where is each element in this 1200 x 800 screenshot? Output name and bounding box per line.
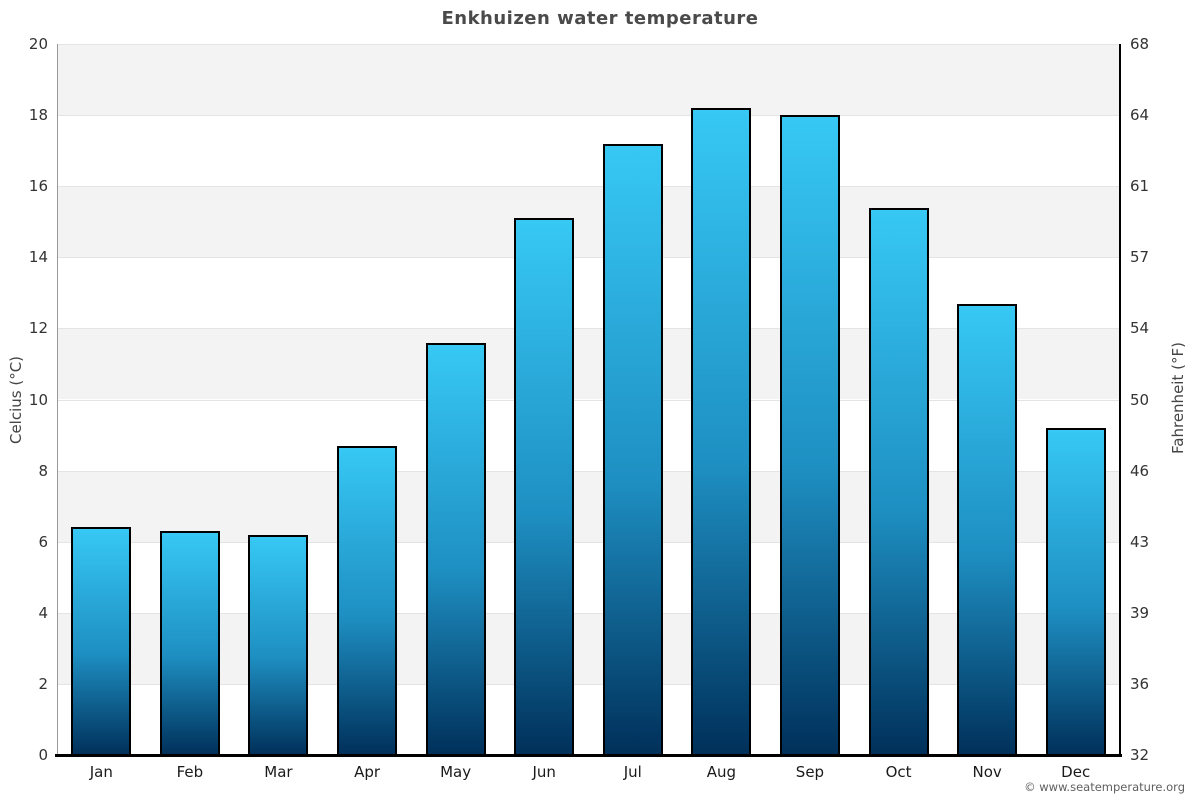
month-label-mar: Mar [264,763,293,781]
plot-band [57,612,1120,684]
gridline [57,613,1120,614]
gridline [57,186,1120,187]
fahrenheit-tick-54: 54 [1130,319,1150,338]
celsius-tick-16: 16 [28,177,48,196]
bar-may[interactable] [425,342,486,755]
fahrenheit-tick-68: 68 [1130,35,1150,53]
plot-band [57,257,1120,329]
month-label-jul: Jul [623,763,642,781]
bar-mar[interactable] [248,534,309,755]
bar-sep[interactable] [779,115,840,755]
month-label-aug: Aug [706,763,737,781]
month-label-nov: Nov [972,763,1002,781]
plot-band [57,541,1120,613]
fahrenheit-tick-64: 64 [1130,106,1150,125]
plot-band [57,186,1120,258]
bar-feb[interactable] [159,531,220,755]
bar-dec[interactable] [1045,427,1106,755]
month-label-oct: Oct [885,763,912,781]
plot-band [57,328,1120,400]
bar-aug[interactable] [691,108,752,755]
fahrenheit-tick-57: 57 [1130,248,1150,267]
fahrenheit-tick-61: 61 [1130,177,1150,196]
plot-band [57,115,1120,187]
gridline [57,542,1120,543]
plot-area [57,44,1120,756]
fahrenheit-tick-36: 36 [1130,674,1150,693]
bar-nov[interactable] [957,303,1018,755]
bar-oct[interactable] [868,207,929,755]
gridline [57,684,1120,685]
month-label-sep: Sep [795,763,825,781]
bar-jul[interactable] [602,143,663,755]
celsius-tick-12: 12 [28,319,48,338]
bar-jan[interactable] [71,527,132,755]
celsius-tick-4: 4 [38,603,48,622]
celsius-tick-2: 2 [38,674,48,693]
celsius-tick-0: 0 [38,746,48,764]
month-label-may: May [440,763,472,781]
plot-band [57,470,1120,542]
month-label-dec: Dec [1061,763,1091,781]
celsius-tick-20: 20 [28,35,48,53]
month-label-apr: Apr [354,763,381,781]
x-axis-line [55,754,1122,757]
chart-title: Enkhuizen water temperature [441,8,759,29]
fahrenheit-tick-50: 50 [1130,390,1150,409]
celsius-tick-6: 6 [38,532,48,551]
celsius-tick-10: 10 [28,390,48,409]
gridline [57,471,1120,472]
celsius-axis-title: Celcius (°C) [7,355,25,445]
copyright-text: © www.seatemperature.org [1024,780,1185,794]
gridline [57,44,1120,45]
bar-jun[interactable] [514,218,575,755]
celsius-axis-line [57,44,58,755]
fahrenheit-tick-39: 39 [1130,603,1150,622]
fahrenheit-tick-43: 43 [1130,532,1150,551]
plot-band [57,399,1120,471]
gridline [57,400,1120,401]
plot-band [57,44,1120,116]
gridline [57,257,1120,258]
fahrenheit-axis-title: Fahrenheit (°F) [1169,342,1187,454]
celsius-tick-14: 14 [28,248,48,267]
bar-apr[interactable] [337,445,398,755]
plot-band [57,683,1120,755]
month-label-jan: Jan [89,763,113,781]
fahrenheit-axis-line [1119,44,1121,755]
celsius-tick-18: 18 [28,106,48,125]
celsius-tick-8: 8 [38,461,48,480]
gridline [57,115,1120,116]
month-label-jun: Jun [532,763,556,781]
month-label-feb: Feb [176,763,204,781]
fahrenheit-tick-46: 46 [1130,461,1150,480]
fahrenheit-tick-32: 32 [1130,746,1150,764]
gridline [57,328,1120,329]
